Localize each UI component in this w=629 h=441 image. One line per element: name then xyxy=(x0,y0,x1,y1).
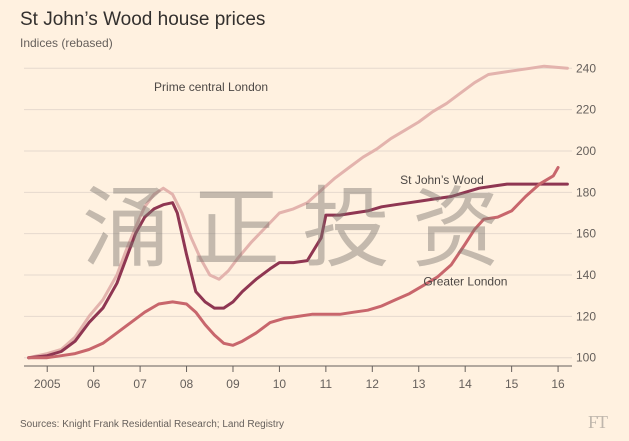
y-tick-label: 240 xyxy=(576,61,596,75)
source-note: Sources: Knight Frank Residential Resear… xyxy=(20,419,285,430)
y-tick-label: 100 xyxy=(576,351,596,365)
x-tick-label: 07 xyxy=(133,377,147,391)
x-tick-label: 15 xyxy=(505,377,519,391)
y-tick-label: 160 xyxy=(576,227,596,241)
x-tick-label: 2005 xyxy=(34,377,61,391)
grid-lines: 100 120 140 160 180 200 220 240 xyxy=(24,61,596,365)
x-tick-label: 14 xyxy=(459,377,473,391)
watermark: 涌正投资 xyxy=(82,177,523,280)
series-line-0 xyxy=(27,64,569,360)
x-tick-label: 09 xyxy=(226,377,240,391)
series-label-1: St John’s Wood xyxy=(400,173,484,187)
x-tick-label: 08 xyxy=(180,377,194,391)
series-line-2 xyxy=(27,166,560,360)
series-label-2: Greater London xyxy=(423,274,507,288)
series-label-0: Prime central London xyxy=(154,80,268,94)
chart-title: St John’s Wood house prices xyxy=(20,9,266,30)
x-axis: 2005 06 07 08 09 10 11 12 13 14 15 16 xyxy=(24,365,572,391)
series-labels: Prime central London St John’s Wood Greate… xyxy=(154,80,507,288)
series-line-1 xyxy=(27,182,569,360)
y-tick-label: 180 xyxy=(576,185,596,199)
x-tick-label: 11 xyxy=(320,377,333,391)
x-tick-label: 13 xyxy=(412,377,426,391)
y-tick-label: 220 xyxy=(576,103,596,117)
ft-logo: FT xyxy=(588,412,608,432)
x-tick-label: 06 xyxy=(87,377,101,391)
x-tick-label: 10 xyxy=(273,377,287,391)
x-tick-label: 16 xyxy=(551,377,565,391)
chart-subtitle: Indices (rebased) xyxy=(20,36,113,50)
x-tick-label: 12 xyxy=(366,377,380,391)
series-lines xyxy=(27,64,569,360)
y-tick-label: 120 xyxy=(576,309,596,323)
y-tick-label: 140 xyxy=(576,268,596,282)
y-tick-label: 200 xyxy=(576,144,596,158)
